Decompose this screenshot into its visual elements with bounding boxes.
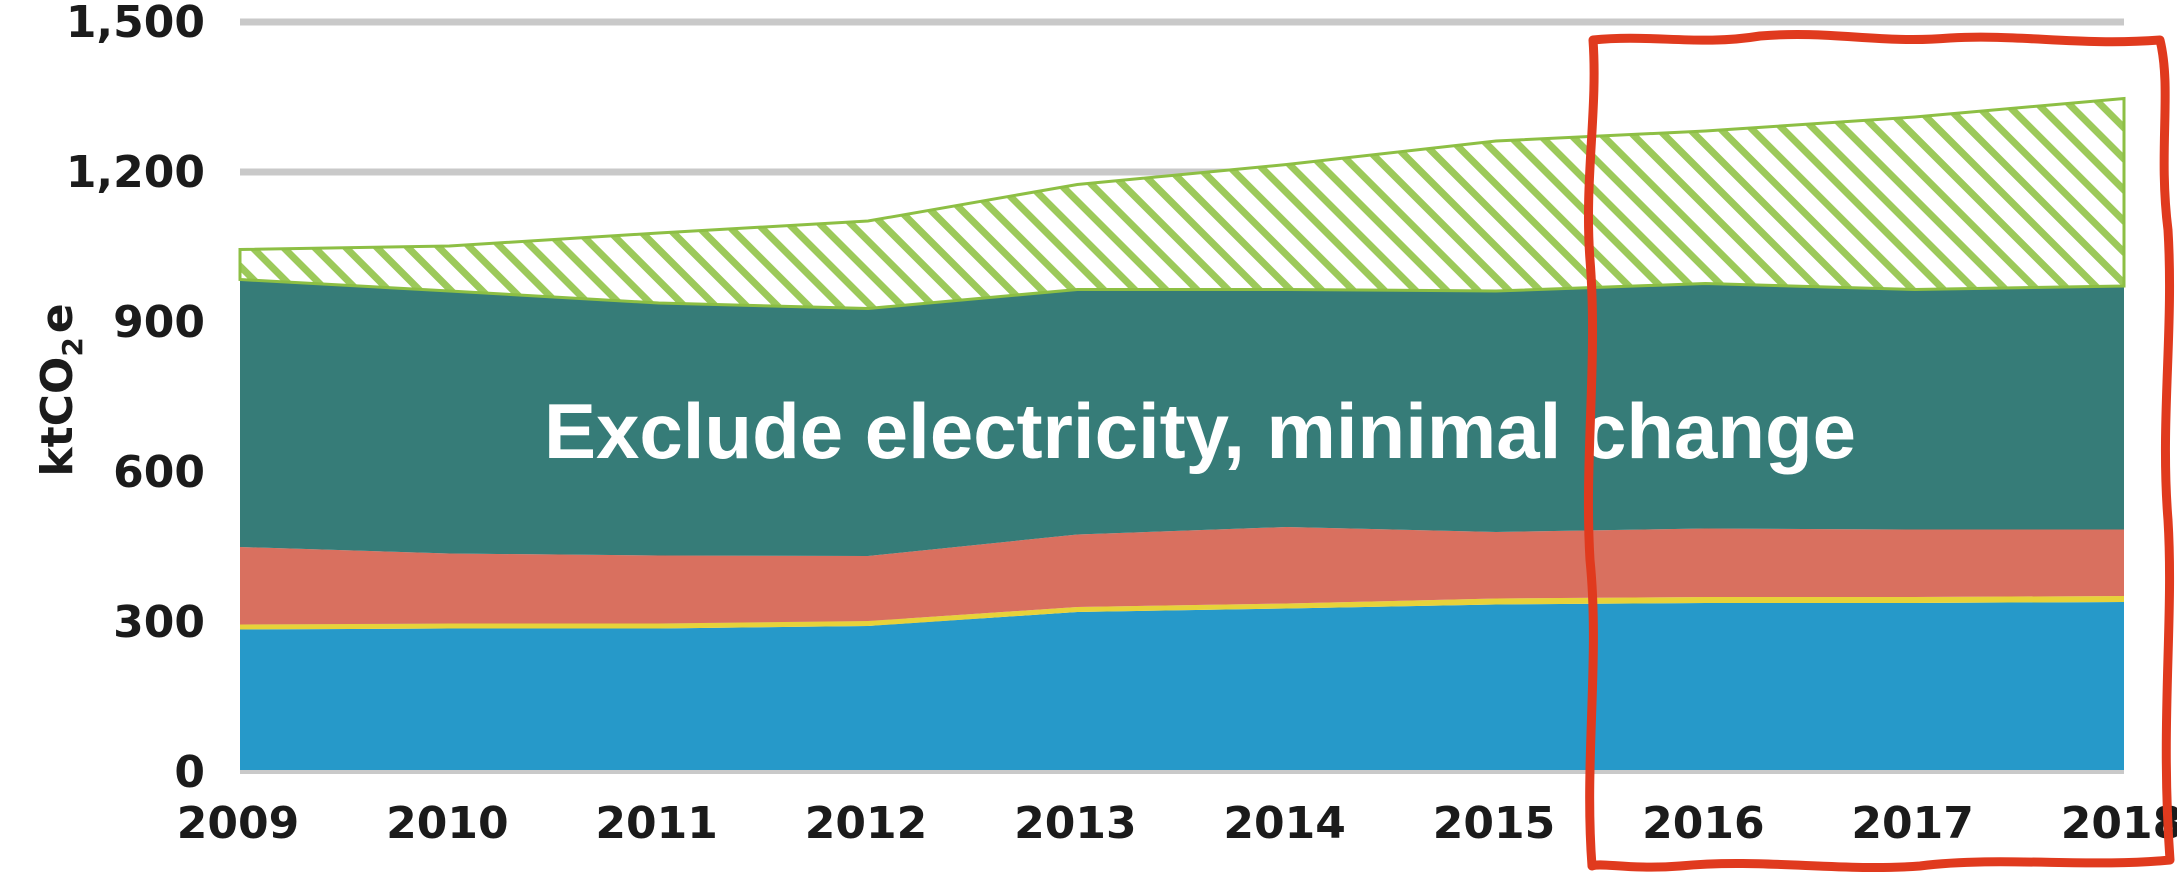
y-tick-label: 900	[113, 297, 205, 348]
area-series-2	[240, 596, 2124, 630]
x-tick-label: 2018	[2061, 798, 2177, 849]
x-tick-label: 2012	[805, 798, 927, 849]
x-tick-label: 2011	[595, 798, 717, 849]
y-tick-label: 600	[113, 447, 205, 498]
y-axis-label: ktCO2e	[32, 303, 89, 476]
highlight-box	[1583, 30, 2175, 873]
area-series	[238, 96, 2126, 772]
annotation-text: Exclude electricity, minimal change	[544, 387, 1856, 475]
x-tick-label: 2015	[1433, 798, 1555, 849]
area-series-3	[240, 527, 2124, 625]
x-tick-label: 2010	[386, 798, 508, 849]
y-tick-label: 1,500	[66, 0, 205, 48]
area-series-4	[240, 279, 2124, 556]
y-axis: 0 300 600 900 1,200 1,500	[66, 0, 205, 798]
y-tick-label: 300	[113, 597, 205, 648]
x-tick-label: 2014	[1223, 798, 1345, 849]
area-series-5	[238, 96, 2126, 311]
y-tick-label: 0	[174, 747, 205, 798]
area-series-1	[240, 602, 2124, 772]
y-tick-label: 1,200	[66, 147, 205, 198]
x-tick-label: 2016	[1642, 798, 1764, 849]
x-tick-label: 2013	[1014, 798, 1136, 849]
x-tick-label: 2009	[177, 798, 299, 849]
x-tick-label: 2017	[1851, 798, 1973, 849]
x-axis: 2009 2010 2011 2012 2013 2014 2015 2016 2017 2018	[177, 770, 2177, 849]
